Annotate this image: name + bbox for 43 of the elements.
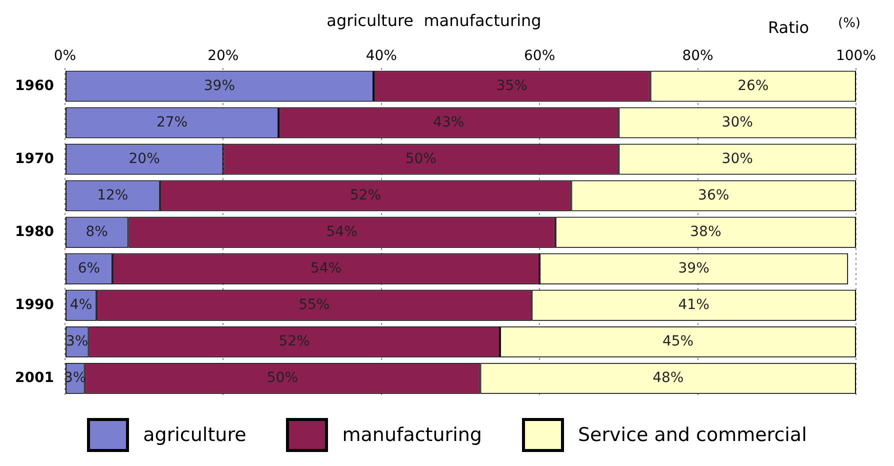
x-tick-label: 100% xyxy=(836,48,876,64)
data-label: 48% xyxy=(652,370,684,386)
y-tick-label: 2001 xyxy=(14,370,54,386)
data-label: 26% xyxy=(738,78,769,94)
text: Ratio xyxy=(768,18,810,37)
series-label: manufacturing xyxy=(342,424,482,446)
data-label: 30% xyxy=(722,150,753,167)
data-label: 39% xyxy=(678,260,710,276)
data-label: 6% xyxy=(78,260,100,276)
legend-label: agriculture xyxy=(143,424,246,446)
data-label: 20% xyxy=(128,150,160,167)
data-label: 35% xyxy=(496,78,528,94)
data-label: 43% xyxy=(433,114,464,130)
y-tick-label: 1980 xyxy=(14,224,54,240)
data-label: 41% xyxy=(678,296,710,313)
x-tick-label: 60% xyxy=(524,48,556,64)
data-label: 52% xyxy=(278,333,310,350)
data-label: 8% xyxy=(86,224,108,240)
data-label: 3% xyxy=(66,333,88,350)
data-label: 54% xyxy=(326,224,358,240)
data-label: 12% xyxy=(97,187,128,204)
data-label: 54% xyxy=(310,260,342,276)
data-label: 4% xyxy=(70,296,92,313)
data-label: 52% xyxy=(350,187,382,204)
data-label: 27% xyxy=(156,114,188,130)
data-label: 50% xyxy=(405,150,436,167)
x-tick-label: 20% xyxy=(208,48,239,64)
data-label: 45% xyxy=(662,333,694,350)
x-tick-label: 80% xyxy=(682,48,714,64)
x-tick-label: 0% xyxy=(54,48,76,64)
data-label: 30% xyxy=(722,114,753,130)
x-tick-label: 40% xyxy=(366,48,397,64)
legend-label: Service and commercial xyxy=(578,424,807,446)
data-label: 55% xyxy=(298,296,330,313)
data-label: 39% xyxy=(204,78,236,94)
y-tick-label: 1960 xyxy=(14,78,54,94)
text: (%) xyxy=(838,16,860,31)
data-label: 36% xyxy=(698,187,730,204)
chart-title: agriculture manufacturing xyxy=(326,10,542,30)
y-tick-label: 1990 xyxy=(14,296,54,313)
y-tick-label: 1970 xyxy=(14,150,54,167)
data-label: 38% xyxy=(690,224,722,240)
data-label: 50% xyxy=(266,370,298,386)
